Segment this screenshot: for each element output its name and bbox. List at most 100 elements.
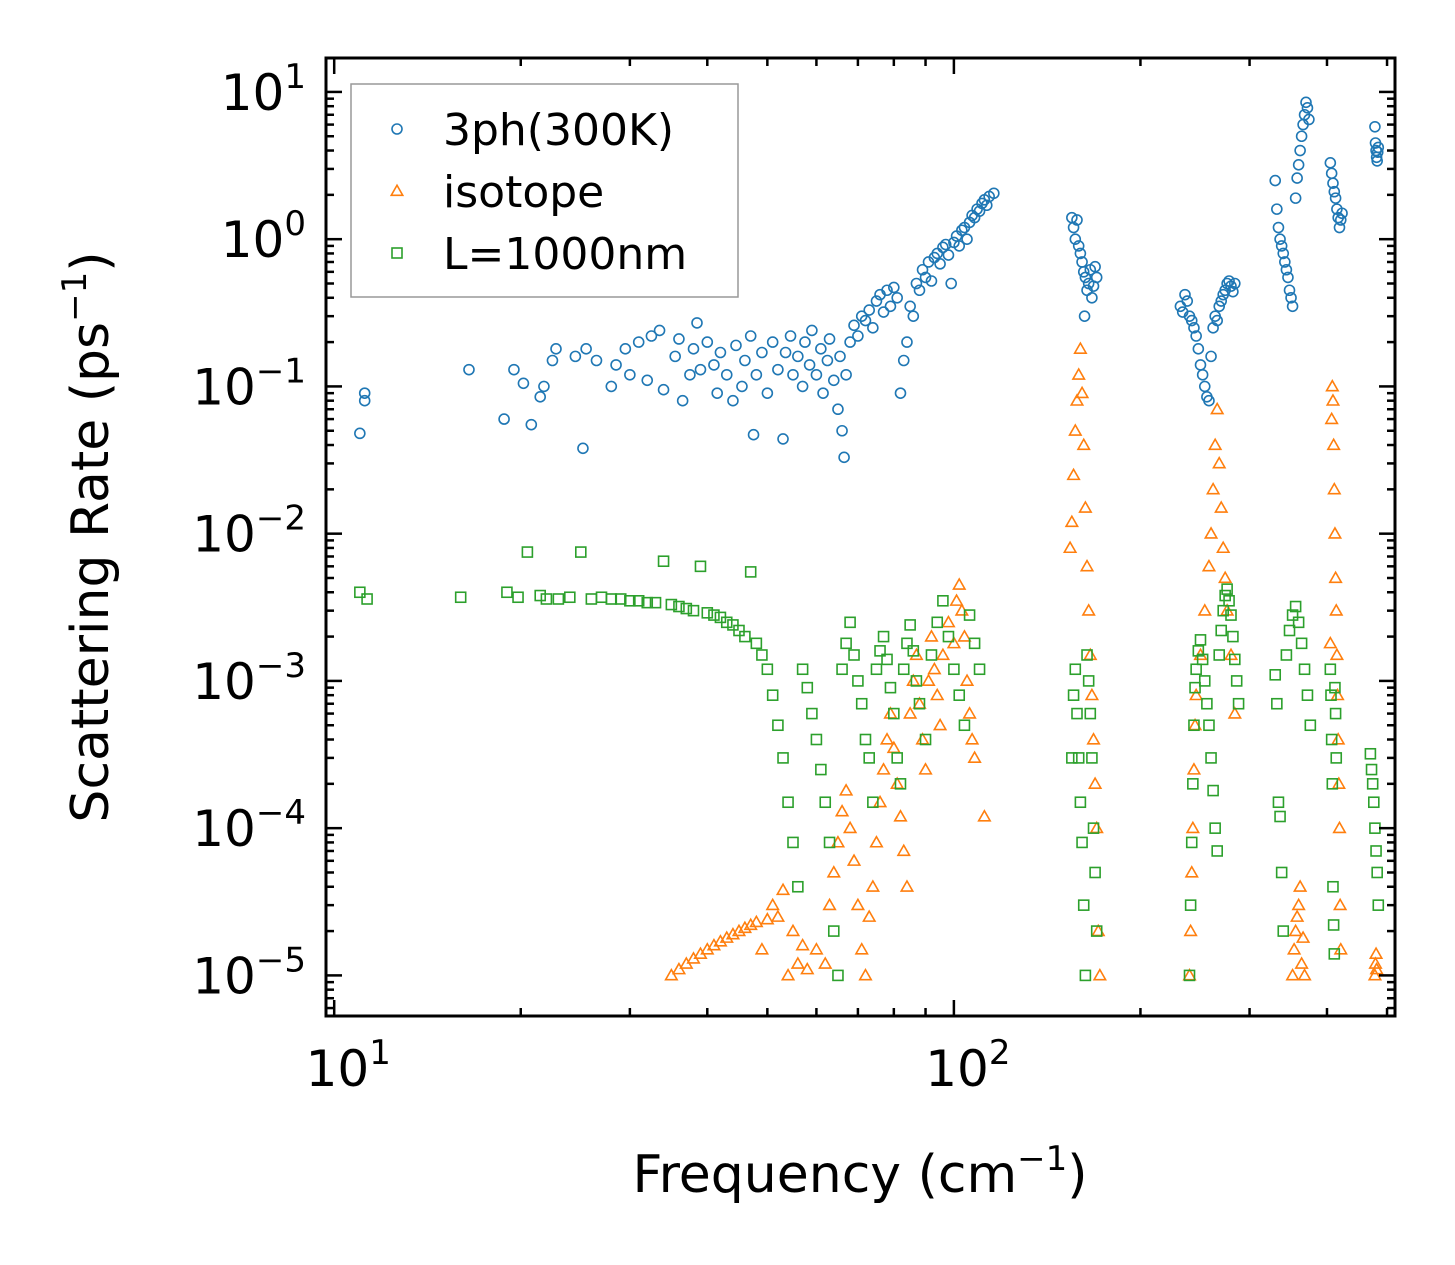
data-point-triangle xyxy=(1086,732,1101,745)
data-point-square xyxy=(1079,969,1092,982)
data-point-circle xyxy=(1279,256,1291,268)
x-axis-label: Frequency (cm−1) xyxy=(632,1139,1087,1205)
data-point-triangle xyxy=(1068,423,1083,436)
data-point-circle xyxy=(610,359,622,371)
plot-frame xyxy=(324,56,1397,1018)
data-point-circle xyxy=(956,224,968,237)
data-point-circle xyxy=(1294,144,1306,157)
data-point-circle xyxy=(673,333,685,345)
data-point-triangle xyxy=(854,942,869,955)
data-point-circle xyxy=(810,368,823,381)
data-point-triangle xyxy=(946,635,962,649)
data-point-square xyxy=(1328,948,1341,960)
data-point-square xyxy=(870,663,883,676)
data-point-square xyxy=(787,836,799,849)
data-point-triangle xyxy=(930,687,945,701)
data-point-square xyxy=(1298,663,1311,676)
data-point-square xyxy=(796,663,809,676)
data-point-square xyxy=(1184,899,1197,911)
data-point-circle xyxy=(838,451,850,464)
data-point-square xyxy=(1365,763,1378,776)
data-point-square xyxy=(1207,784,1219,797)
data-point-square xyxy=(1071,707,1083,720)
data-point-square xyxy=(1082,675,1095,687)
data-point-circle xyxy=(916,263,929,276)
data-point-circle xyxy=(694,363,707,376)
data-point-triangle xyxy=(725,926,741,940)
data-point-square xyxy=(1090,925,1103,937)
data-point-triangle xyxy=(903,706,918,719)
data-point-circle xyxy=(1077,266,1090,278)
data-point-square xyxy=(1225,609,1237,621)
data-point-circle xyxy=(772,363,784,376)
data-point-square xyxy=(1304,719,1317,732)
data-point-square xyxy=(1209,822,1221,834)
data-point-triangle xyxy=(749,914,764,928)
y-axis-label: Scattering Rate (ps−1) xyxy=(55,251,121,822)
data-point-circle xyxy=(799,336,811,348)
data-point-circle xyxy=(619,343,632,355)
series-2 xyxy=(354,546,1385,982)
data-point-circle xyxy=(569,350,582,363)
data-point-circle xyxy=(1329,192,1342,204)
data-point-square xyxy=(1076,836,1088,849)
data-point-triangle xyxy=(1186,762,1202,775)
data-point-square xyxy=(1272,796,1285,809)
data-point-circle xyxy=(684,368,696,381)
data-point-square xyxy=(1215,624,1228,637)
data-point-circle xyxy=(1071,214,1083,226)
data-point-triangle xyxy=(967,750,982,764)
data-point-square xyxy=(1326,778,1339,790)
data-point-square xyxy=(1211,845,1223,857)
data-point-circle xyxy=(913,284,926,297)
data-point-triangle xyxy=(1329,647,1345,661)
data-point-circle xyxy=(1280,263,1293,276)
data-point-circle xyxy=(1229,277,1241,290)
legend-label: L=1000nm xyxy=(443,229,687,280)
data-point-circle xyxy=(624,368,636,381)
data-point-triangle xyxy=(1087,776,1103,789)
data-point-square xyxy=(632,595,645,607)
data-point-circle xyxy=(708,359,720,371)
data-point-circle xyxy=(730,339,742,352)
data-point-circle xyxy=(641,374,654,387)
data-point-triangle xyxy=(780,968,796,981)
data-point-circle xyxy=(1215,295,1228,307)
data-point-triangle xyxy=(879,732,895,745)
data-point-circle xyxy=(852,330,864,342)
data-point-circle xyxy=(657,383,670,396)
data-point-circle xyxy=(827,374,840,387)
data-point-square xyxy=(641,596,654,609)
data-point-circle xyxy=(1285,291,1297,304)
data-point-square xyxy=(973,663,986,676)
data-point-square xyxy=(750,637,763,650)
data-point-square xyxy=(801,681,814,694)
data-point-square xyxy=(958,719,971,732)
data-point-circle xyxy=(1327,177,1339,189)
data-point-circle xyxy=(1074,247,1087,260)
data-point-triangle xyxy=(850,897,866,911)
data-point-circle xyxy=(701,336,714,348)
data-point-square xyxy=(901,637,913,650)
data-point-square xyxy=(1280,649,1293,661)
data-point-triangle xyxy=(1208,437,1223,451)
data-point-circle xyxy=(934,258,946,270)
data-point-circle xyxy=(939,238,952,251)
data-point-circle xyxy=(897,354,910,367)
data-point-circle xyxy=(925,275,938,287)
data-point-triangle xyxy=(1297,968,1312,981)
data-point-circle xyxy=(1301,102,1314,114)
data-point-square xyxy=(1194,634,1207,646)
data-point-square xyxy=(1327,880,1339,893)
data-point-circle xyxy=(1188,322,1200,334)
data-point-circle xyxy=(888,281,900,294)
data-point-square xyxy=(897,663,910,676)
data-point-circle xyxy=(687,343,700,355)
data-point-square xyxy=(1072,752,1085,764)
y-tick-label: 10−1 xyxy=(192,351,306,416)
data-point-square xyxy=(1067,689,1080,701)
data-point-square xyxy=(884,681,897,694)
data-point-triangle xyxy=(1184,865,1199,878)
data-point-circle xyxy=(517,377,530,390)
data-point-square xyxy=(877,630,890,643)
